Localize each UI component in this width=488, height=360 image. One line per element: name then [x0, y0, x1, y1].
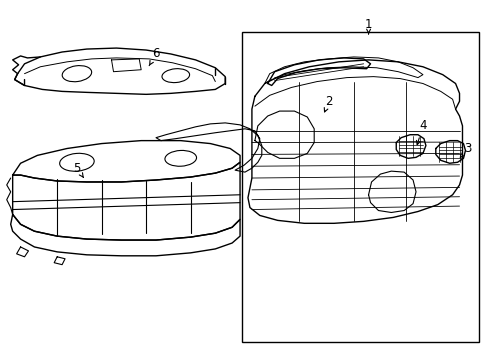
- Text: 1: 1: [364, 18, 371, 34]
- Text: 2: 2: [324, 95, 332, 112]
- Text: 3: 3: [459, 142, 470, 157]
- Text: 5: 5: [73, 162, 83, 177]
- Text: 6: 6: [149, 48, 160, 66]
- Bar: [242, 32, 478, 342]
- Text: 4: 4: [416, 120, 426, 145]
